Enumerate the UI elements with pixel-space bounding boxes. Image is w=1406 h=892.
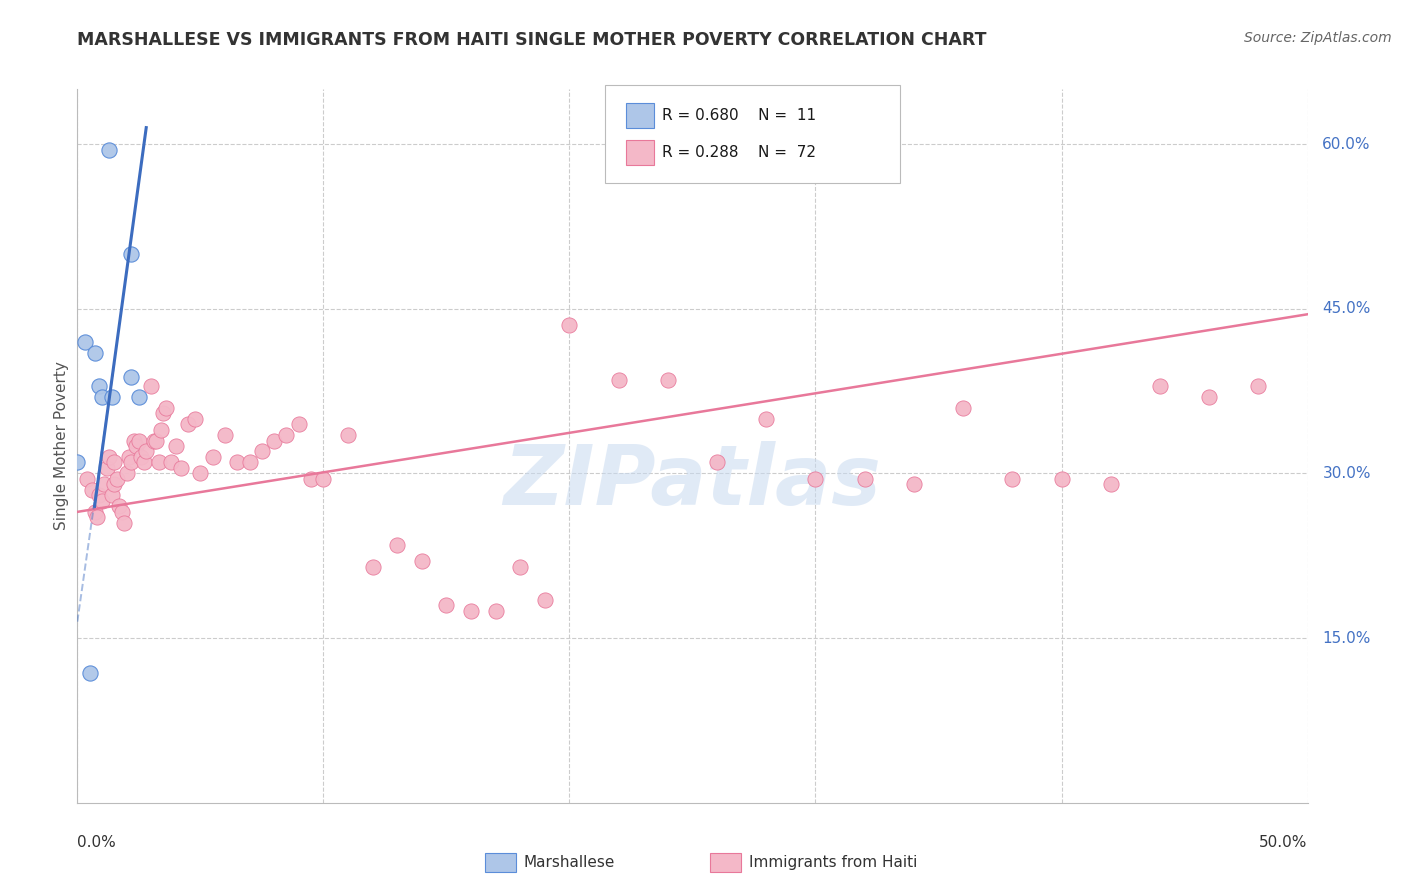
Point: [509, 559, 531, 574]
Point: [96, 461, 118, 475]
Point: [276, 428, 298, 442]
Point: [101, 488, 124, 502]
Point: [436, 598, 458, 612]
Point: [83, 505, 105, 519]
Point: [165, 439, 187, 453]
Point: [83, 345, 105, 359]
Point: [263, 434, 285, 448]
Point: [160, 455, 183, 469]
Point: [485, 604, 508, 618]
Point: [86, 510, 108, 524]
Point: [76, 472, 98, 486]
Text: Source: ZipAtlas.com: Source: ZipAtlas.com: [1244, 31, 1392, 45]
Point: [214, 428, 236, 442]
Point: [1001, 472, 1024, 486]
Point: [385, 538, 409, 552]
Point: [111, 505, 132, 519]
Text: Immigrants from Haiti: Immigrants from Haiti: [749, 855, 918, 870]
Point: [657, 373, 679, 387]
Point: [460, 604, 482, 618]
Point: [89, 488, 111, 502]
Point: [853, 472, 876, 486]
Point: [128, 434, 150, 448]
Point: [121, 455, 143, 469]
Point: [128, 390, 150, 404]
Point: [132, 455, 155, 469]
Point: [607, 373, 630, 387]
Point: [299, 472, 322, 486]
Point: [142, 434, 165, 448]
Point: [89, 378, 111, 392]
Text: R = 0.680    N =  11: R = 0.680 N = 11: [662, 108, 817, 122]
Point: [103, 455, 125, 469]
Point: [122, 434, 145, 448]
Point: [115, 467, 138, 481]
Text: 30.0%: 30.0%: [1323, 466, 1371, 481]
Point: [1149, 378, 1171, 392]
Point: [250, 444, 273, 458]
Point: [1198, 390, 1220, 404]
Point: [155, 401, 177, 415]
Point: [534, 592, 557, 607]
Text: 50.0%: 50.0%: [1260, 835, 1308, 850]
Point: [361, 559, 384, 574]
Text: 60.0%: 60.0%: [1323, 136, 1371, 152]
Point: [804, 472, 827, 486]
Point: [118, 450, 141, 464]
Point: [312, 472, 335, 486]
Point: [121, 247, 143, 261]
Point: [98, 450, 121, 464]
Point: [755, 411, 778, 425]
Point: [108, 500, 131, 514]
Point: [73, 334, 96, 349]
Point: [82, 483, 104, 497]
Point: [411, 554, 433, 568]
Text: 0.0%: 0.0%: [77, 835, 117, 850]
Point: [112, 516, 135, 530]
Point: [125, 439, 148, 453]
Point: [152, 406, 174, 420]
Point: [201, 450, 224, 464]
Text: MARSHALLESE VS IMMIGRANTS FROM HAITI SINGLE MOTHER POVERTY CORRELATION CHART: MARSHALLESE VS IMMIGRANTS FROM HAITI SIN…: [77, 31, 987, 49]
Point: [145, 434, 167, 448]
Y-axis label: Single Mother Poverty: Single Mother Poverty: [53, 361, 69, 531]
Point: [66, 455, 89, 469]
Point: [90, 390, 114, 404]
Text: ZIPatlas: ZIPatlas: [503, 442, 882, 522]
Point: [135, 444, 157, 458]
Point: [90, 494, 114, 508]
Point: [129, 450, 153, 464]
Point: [1099, 477, 1122, 491]
Point: [239, 455, 262, 469]
Point: [706, 455, 728, 469]
Point: [150, 423, 173, 437]
Point: [79, 666, 101, 681]
Point: [103, 477, 125, 491]
Point: [188, 467, 212, 481]
Point: [558, 318, 581, 333]
Point: [1247, 378, 1270, 392]
Point: [98, 143, 121, 157]
Point: [141, 378, 163, 392]
Point: [952, 401, 974, 415]
Point: [101, 390, 124, 404]
Text: 45.0%: 45.0%: [1323, 301, 1371, 317]
Text: Marshallese: Marshallese: [523, 855, 614, 870]
Point: [170, 461, 193, 475]
Point: [903, 477, 925, 491]
Point: [105, 472, 128, 486]
Point: [177, 417, 200, 431]
Text: 15.0%: 15.0%: [1323, 631, 1371, 646]
Point: [121, 369, 143, 384]
Point: [148, 455, 170, 469]
Point: [226, 455, 249, 469]
Text: R = 0.288    N =  72: R = 0.288 N = 72: [662, 145, 817, 160]
Point: [93, 477, 115, 491]
Point: [1050, 472, 1073, 486]
Point: [184, 411, 207, 425]
Point: [337, 428, 360, 442]
Point: [288, 417, 311, 431]
